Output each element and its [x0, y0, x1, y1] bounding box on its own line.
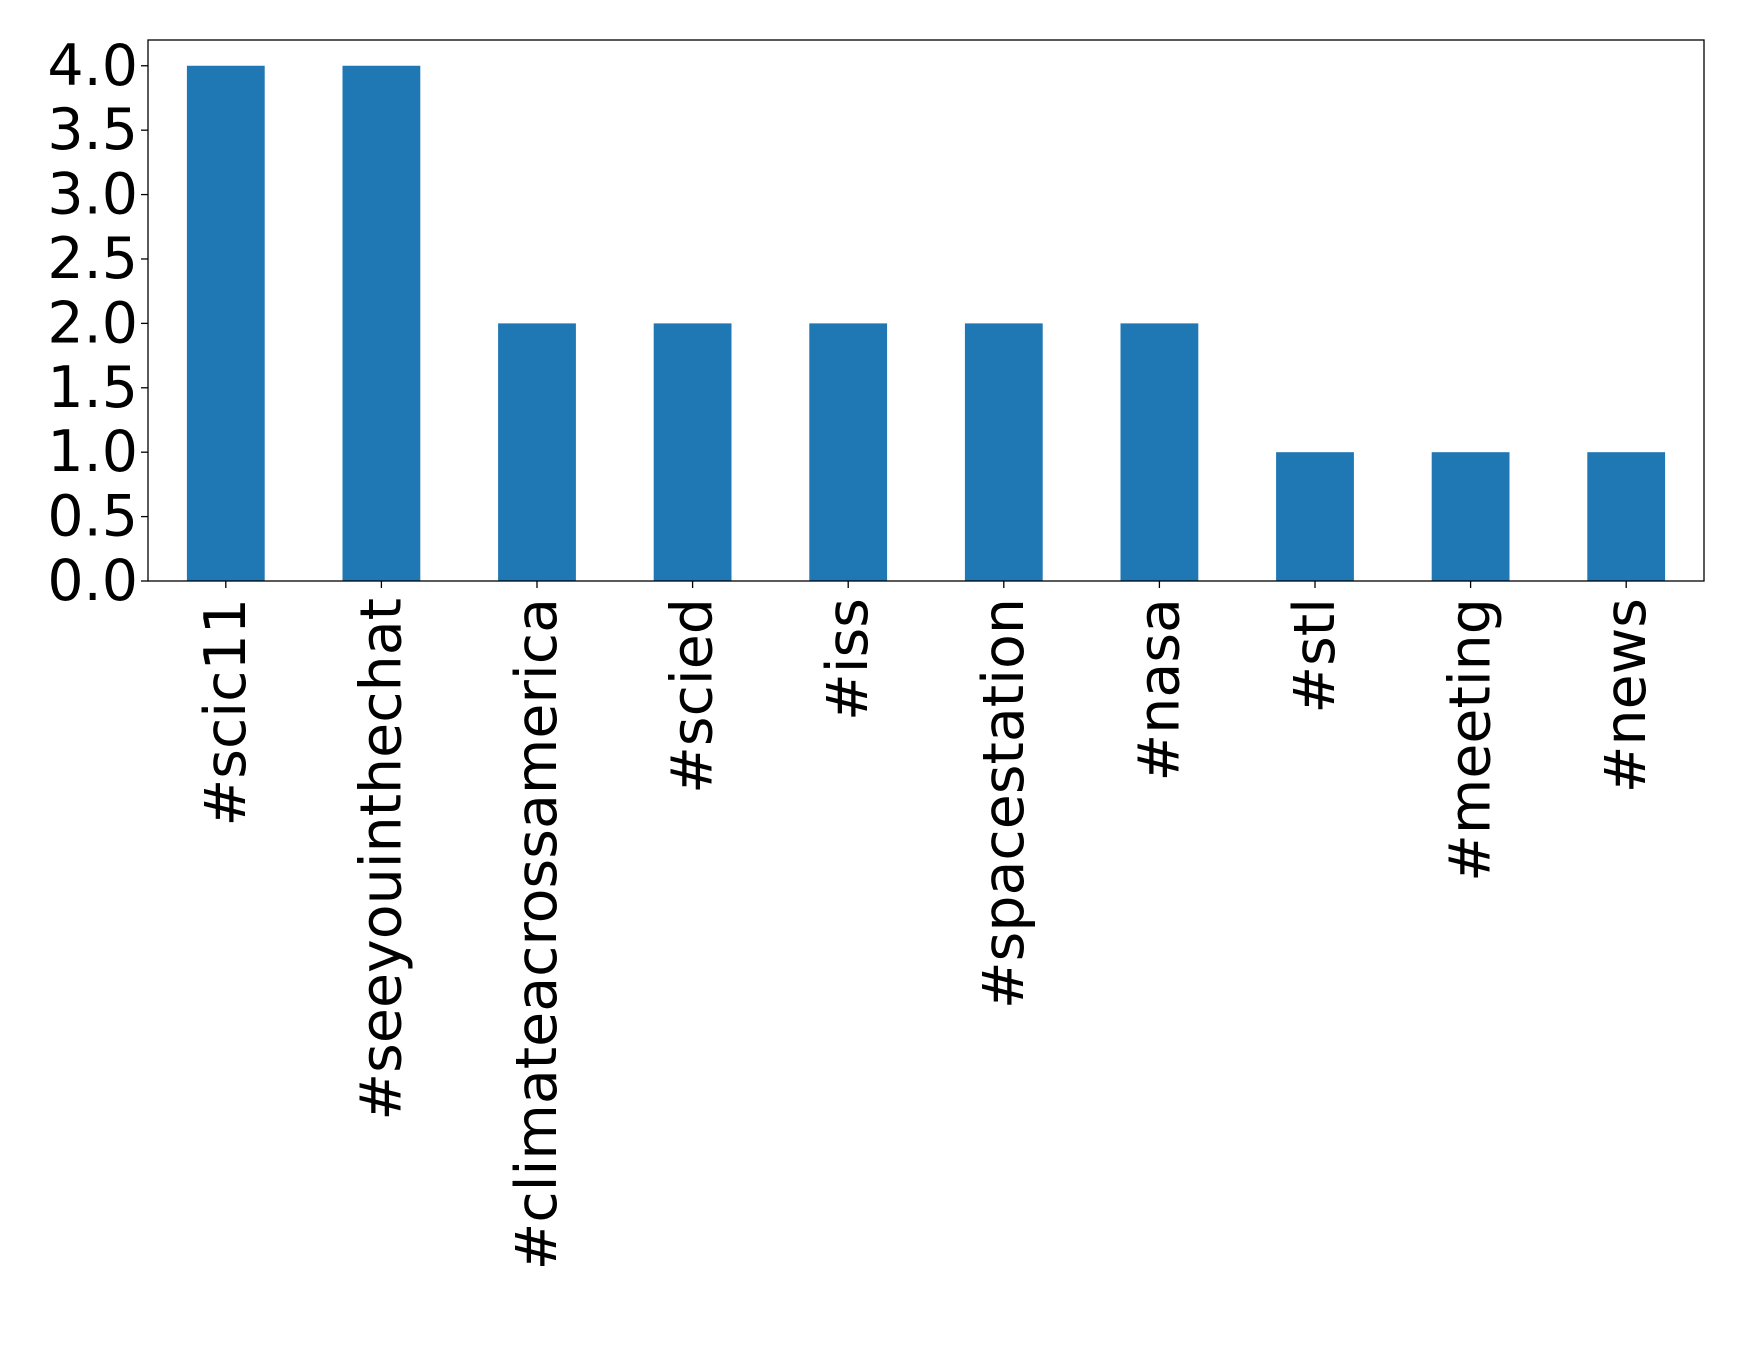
- x-tick-label: #stl: [1282, 598, 1348, 714]
- y-tick-label: 2.5: [47, 226, 138, 292]
- bar-seeyouinthechat: [342, 65, 421, 581]
- bar-scic11: [186, 65, 265, 581]
- bar-nasa: [1120, 323, 1199, 581]
- x-tick-label: #scic11: [193, 598, 259, 827]
- y-tick-label: 2.0: [47, 290, 138, 356]
- x-tick-label: #spacestation: [971, 598, 1037, 1009]
- y-tick-label: 1.0: [47, 419, 138, 485]
- x-tick-label: #iss: [815, 598, 881, 721]
- y-tick-label: 4.0: [47, 33, 138, 99]
- y-tick-label: 0.5: [47, 484, 138, 550]
- y-axis: 0.00.51.01.52.02.53.03.54.0: [47, 33, 148, 614]
- x-tick-label: #climateacrossamerica: [504, 598, 570, 1270]
- bar-stl: [1276, 452, 1354, 581]
- bar-climateacrossamerica: [498, 323, 576, 581]
- bar-scied: [653, 323, 732, 581]
- y-tick-label: 3.0: [47, 162, 138, 228]
- y-tick-label: 0.0: [47, 548, 138, 614]
- bars-group: [186, 65, 1666, 581]
- x-tick-label: #nasa: [1126, 598, 1192, 781]
- x-tick-label: #meeting: [1438, 598, 1504, 882]
- bar-spacestation: [964, 323, 1043, 581]
- x-axis: #scic11 #seeyouinthechat #climateacrossame…: [193, 581, 1659, 1270]
- x-tick-label: #scied: [660, 598, 726, 794]
- x-tick-label: #seeyouinthechat: [348, 598, 414, 1121]
- x-tick-label: #news: [1593, 598, 1659, 793]
- plot-frame: [147, 39, 1705, 582]
- y-tick-label: 3.5: [47, 97, 138, 163]
- bar-news: [1587, 452, 1666, 581]
- bar-meeting: [1431, 452, 1510, 581]
- y-tick-label: 1.5: [47, 355, 138, 421]
- bar-iss: [809, 323, 888, 581]
